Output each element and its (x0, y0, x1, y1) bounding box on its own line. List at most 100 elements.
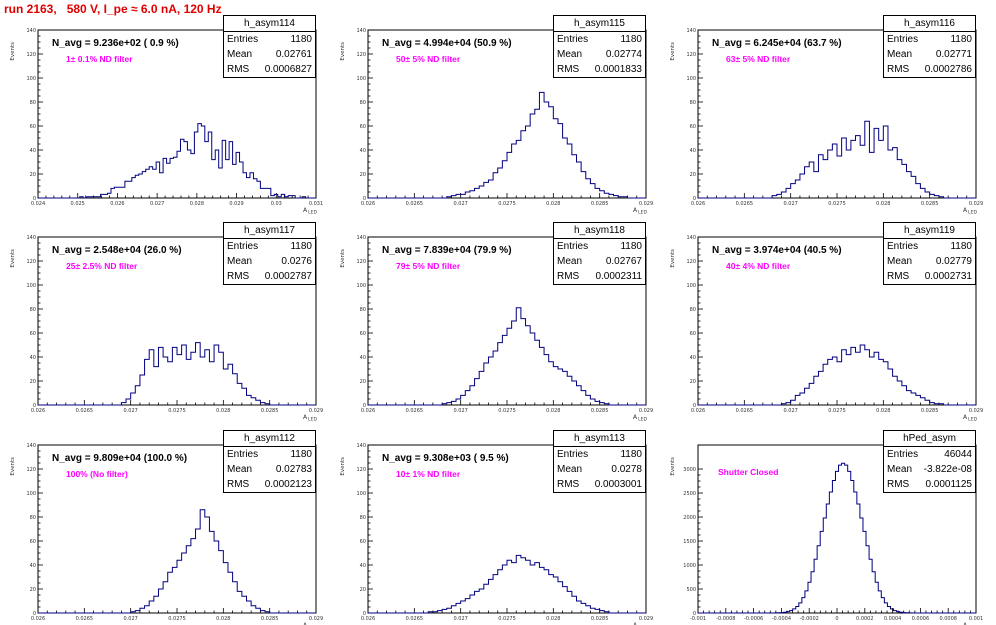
stats-row-rms: RMS 0.0001125 (884, 477, 975, 492)
stats-label: RMS (887, 479, 910, 490)
histogram-plot: 0.026 0.0265 0.027 0.0275 0.028 0.0285 0.029 0 2… (10, 443, 323, 625)
x-tick-label: 0.028 (546, 201, 560, 207)
histogram-panel-h_asym116: 0.026 0.0265 0.027 0.0275 0.028 0.0285 0.029 0 2… (660, 15, 983, 216)
x-tick-label: 0.029 (639, 616, 653, 622)
y-tick-label: 120 (26, 52, 36, 58)
stats-label: Mean (887, 464, 913, 475)
run-title: run 2163, 580 V, I_pe ≈ 6.0 nA, 120 Hz (4, 2, 222, 16)
stats-row-entries: Entries 1180 (554, 239, 645, 254)
y-tick-label: 60 (360, 124, 366, 130)
stats-value: 0.02767 (605, 256, 642, 267)
stats-value: 0.02761 (275, 49, 312, 60)
stats-box: h_asym112 Entries 1180 Mean 0.02783 RMS 0.0002… (223, 430, 316, 493)
x-tick-label: 0.0275 (498, 408, 516, 414)
y-tick-label: 0 (33, 403, 36, 409)
navg-label: N_avg = 9.308e+03 ( 9.5 %) (382, 453, 509, 464)
x-tick-label: -0.0002 (800, 616, 819, 622)
y-axis-label: Events (340, 457, 346, 476)
x-tick-label: 0.028 (546, 408, 560, 414)
y-tick-label: 20 (30, 587, 36, 593)
x-tick-label: 0.026 (361, 408, 375, 414)
y-axis-label: Events (10, 457, 16, 476)
x-tick-label: 0.0285 (261, 408, 279, 414)
stats-value: 0.0002123 (264, 479, 312, 490)
histogram-name: h_asym113 (554, 431, 645, 447)
stats-value: 1180 (950, 34, 972, 45)
histogram-panel-h_asym114: 0.024 0.025 0.026 0.027 0.028 0.029 0.03 0.031 0… (0, 15, 323, 216)
y-tick-label: 60 (360, 539, 366, 545)
y-tick-label: 0 (33, 196, 36, 202)
x-tick-label: 0.029 (639, 201, 653, 207)
y-tick-label: 100 (356, 76, 366, 82)
y-tick-label: 80 (690, 307, 696, 313)
y-axis-label: Events (10, 249, 16, 268)
y-tick-label: 0 (693, 611, 696, 617)
y-tick-label: 80 (30, 515, 36, 521)
stats-label: RMS (557, 271, 580, 282)
stats-value: 0.0002731 (924, 271, 972, 282)
x-tick-label: 0.027 (784, 408, 798, 414)
stats-box: h_asym117 Entries 1180 Mean 0.0276 RMS 0.00027… (223, 222, 316, 285)
x-tick-label: 0.028 (190, 201, 204, 207)
stats-row-rms: RMS 0.0001833 (554, 62, 645, 77)
y-tick-label: 140 (26, 443, 36, 449)
y-tick-label: 1500 (683, 539, 696, 545)
x-tick-label: 0.0004 (884, 616, 902, 622)
y-tick-label: 40 (360, 355, 366, 361)
y-axis-label: Events (670, 457, 676, 476)
x-tick-label: 0.028 (216, 408, 230, 414)
y-tick-label: 20 (360, 587, 366, 593)
stats-row-entries: Entries 1180 (224, 239, 315, 254)
histogram-name: h_asym115 (554, 16, 645, 32)
histogram-name: h_asym119 (884, 223, 975, 239)
y-axis-label: Events (340, 249, 346, 268)
x-tick-label: -0.0008 (716, 616, 735, 622)
filter-label: Shutter Closed (718, 467, 779, 477)
histogram-name: h_asym112 (224, 431, 315, 447)
x-tick-label: 0.0265 (406, 201, 424, 207)
filter-label: 63± 5% ND filter (726, 54, 791, 64)
stats-label: Entries (227, 34, 259, 45)
x-tick-label: -0.0004 (772, 616, 791, 622)
y-tick-label: 40 (690, 148, 696, 154)
histogram-series (368, 91, 646, 199)
histogram-panel-h_asym113: 0.026 0.0265 0.027 0.0275 0.028 0.0285 0.029 0 2… (330, 430, 653, 625)
y-tick-label: 100 (356, 491, 366, 497)
x-tick-label: 0.0285 (921, 201, 939, 207)
stats-label: Entries (227, 449, 259, 460)
x-tick-label: 0.027 (124, 616, 138, 622)
stats-value: 0.0003001 (594, 479, 642, 490)
y-tick-label: 40 (360, 563, 366, 569)
y-tick-label: 2000 (683, 515, 696, 521)
stats-label: RMS (227, 271, 250, 282)
y-axis-label: Events (340, 42, 346, 61)
x-tick-label: 0.027 (124, 408, 138, 414)
stats-label: RMS (227, 64, 250, 75)
x-tick-label: 0.028 (546, 616, 560, 622)
stats-label: Mean (557, 464, 583, 475)
stats-row-entries: Entries 1180 (554, 32, 645, 47)
stats-value: 1180 (620, 34, 642, 45)
y-tick-label: 1000 (683, 563, 696, 569)
stats-value: 0.02771 (935, 49, 972, 60)
filter-label: 10± 1% ND filter (396, 469, 461, 479)
y-tick-label: 120 (686, 259, 696, 265)
x-tick-label: 0.026 (691, 201, 705, 207)
y-tick-label: 140 (356, 235, 366, 241)
x-tick-label: 0.0265 (406, 408, 424, 414)
y-tick-label: 100 (26, 76, 36, 82)
y-tick-label: 500 (686, 587, 696, 593)
histogram-series (698, 344, 976, 406)
x-tick-label: 0.029 (969, 408, 983, 414)
histogram-plot: 0.024 0.025 0.026 0.027 0.028 0.029 0.03 0.031 0… (10, 28, 323, 216)
stats-label: RMS (557, 64, 580, 75)
histogram-name: h_asym114 (224, 16, 315, 32)
y-tick-label: 80 (30, 307, 36, 313)
y-tick-label: 3000 (683, 467, 696, 473)
y-tick-label: 80 (360, 515, 366, 521)
filter-label: 40± 4% ND filter (726, 261, 791, 271)
y-tick-label: 80 (360, 307, 366, 313)
stats-label: RMS (557, 479, 580, 490)
histogram-panel-h_asym119: 0.026 0.0265 0.027 0.0275 0.028 0.0285 0.029 0 2… (660, 222, 983, 423)
y-tick-label: 0 (693, 196, 696, 202)
